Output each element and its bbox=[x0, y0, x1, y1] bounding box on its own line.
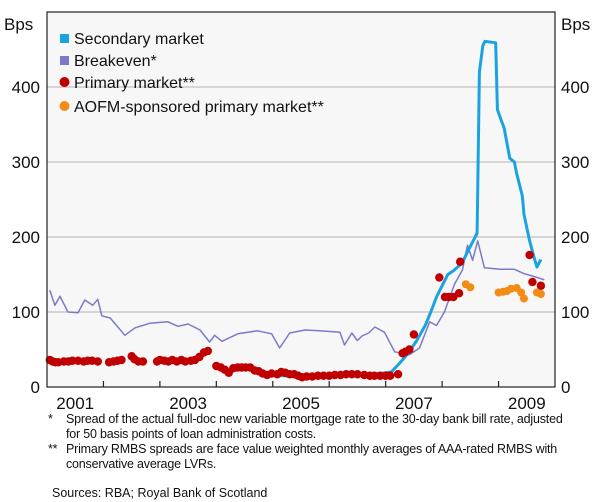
footnote-1-mark: * bbox=[48, 412, 53, 426]
legend-swatch bbox=[60, 34, 69, 43]
legend-item: AOFM-sponsored primary market** bbox=[59, 99, 324, 116]
x-axis-ticks bbox=[102, 381, 500, 387]
footnote-2: ** Primary RMBS spreads are face value w… bbox=[48, 442, 568, 472]
y-tick-label-right: 0 bbox=[561, 378, 570, 397]
y-axis-right-unit: Bps bbox=[561, 15, 590, 34]
legend-item: Primary market** bbox=[59, 75, 195, 92]
data-point bbox=[517, 288, 526, 297]
footnote-2-text: Primary RMBS spreads are face value weig… bbox=[66, 442, 558, 471]
data-point bbox=[466, 283, 475, 292]
data-point bbox=[138, 357, 148, 366]
y-tick-label-right: 100 bbox=[561, 303, 589, 322]
chart: 0 100 200 300 400 0 100 200 300 400 2001 2003 2005… bbox=[4, 11, 590, 410]
data-point bbox=[93, 357, 103, 366]
y-tick-label-right: 200 bbox=[561, 228, 589, 247]
sources: Sources: RBA; Royal Bank of Scotland bbox=[52, 486, 268, 500]
data-point bbox=[353, 370, 362, 379]
legend-swatch bbox=[59, 77, 70, 87]
series-layer bbox=[45, 39, 546, 382]
y-tick-label-left: 200 bbox=[12, 228, 40, 247]
gridlines bbox=[47, 86, 555, 313]
plot-background bbox=[47, 12, 555, 387]
y-axis-right: 0 100 200 300 400 bbox=[561, 78, 589, 397]
x-axis-labels: 2001 2003 2005 2007 2009 bbox=[56, 394, 545, 410]
legend-label: Breakeven* bbox=[74, 53, 157, 70]
x-tick-label: 2001 bbox=[56, 394, 94, 410]
legend-label: Secondary market bbox=[74, 31, 204, 48]
legend: Secondary market Breakeven* Primary market… bbox=[59, 31, 324, 116]
plot-frame bbox=[46, 11, 556, 388]
legend-item: Breakeven* bbox=[60, 53, 157, 70]
data-point bbox=[519, 294, 528, 303]
legend-swatch bbox=[59, 101, 70, 111]
series-aofm-sponsored-primary-market bbox=[461, 280, 545, 303]
data-point bbox=[455, 257, 465, 266]
legend-label: AOFM-sponsored primary market** bbox=[74, 99, 324, 116]
data-point bbox=[536, 290, 545, 298]
footnote-1-text: Spread of the actual full-doc new variab… bbox=[66, 412, 563, 441]
footnote-2-mark: ** bbox=[48, 442, 58, 456]
y-tick-label-left: 100 bbox=[12, 303, 40, 322]
data-point bbox=[454, 289, 464, 298]
x-tick-label: 2009 bbox=[508, 394, 546, 410]
footnote-1: * Spread of the actual full-doc new vari… bbox=[48, 412, 568, 442]
data-point bbox=[435, 273, 444, 282]
data-point bbox=[528, 277, 537, 287]
y-axis-left-unit: Bps bbox=[4, 15, 33, 34]
data-point bbox=[405, 345, 414, 354]
x-tick-label: 2007 bbox=[395, 394, 433, 410]
data-point bbox=[117, 355, 126, 365]
y-tick-label-left: 400 bbox=[12, 78, 40, 97]
data-point bbox=[525, 250, 534, 260]
data-point bbox=[393, 370, 403, 379]
x-tick-label: 2003 bbox=[169, 394, 207, 410]
x-tick-label: 2005 bbox=[282, 394, 320, 410]
legend-item: Secondary market bbox=[60, 31, 204, 48]
y-axis-left: 0 100 200 300 400 bbox=[12, 78, 40, 397]
legend-label: Primary market** bbox=[74, 75, 195, 92]
data-point bbox=[536, 281, 546, 290]
series-primary-market bbox=[45, 250, 546, 382]
data-point bbox=[203, 346, 213, 356]
y-tick-label-right: 400 bbox=[561, 78, 589, 97]
data-point bbox=[409, 330, 419, 339]
y-tick-label-left: 300 bbox=[12, 153, 40, 172]
y-tick-label-left: 0 bbox=[31, 378, 40, 397]
data-point bbox=[385, 371, 395, 380]
footnotes: * Spread of the actual full-doc new vari… bbox=[48, 412, 568, 472]
y-tick-label-right: 300 bbox=[561, 153, 589, 172]
legend-swatch bbox=[60, 56, 69, 65]
